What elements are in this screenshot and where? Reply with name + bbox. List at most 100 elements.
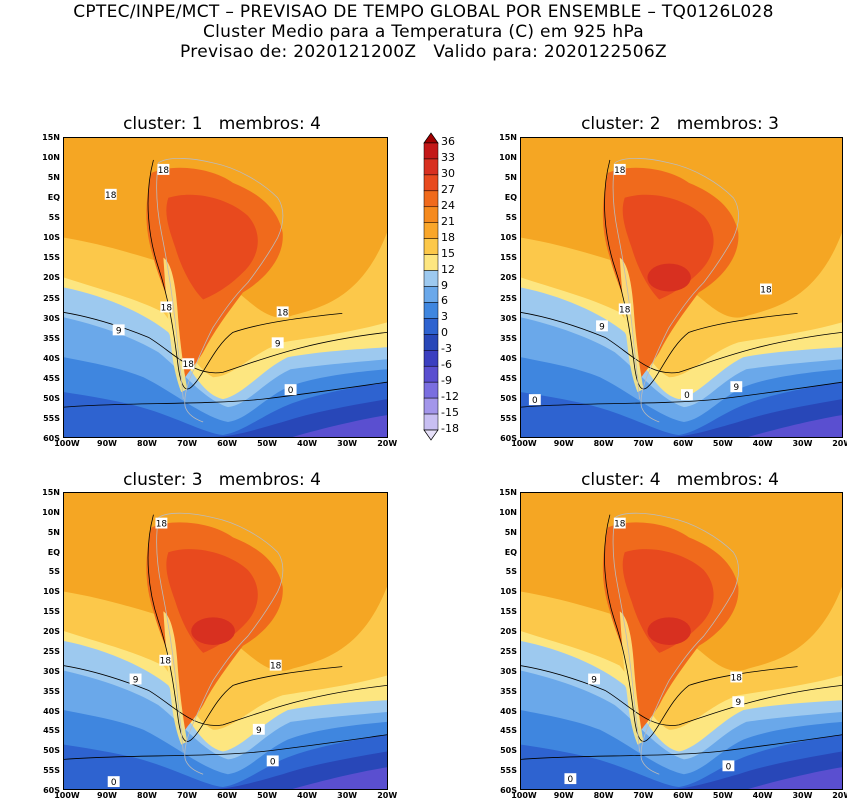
colorbar-segment [423, 350, 439, 367]
colorbar-level-label: 12 [441, 262, 455, 276]
lon-tick-label: 30W [792, 439, 813, 448]
temperature-field: 18 18 18 9 9 0 0 [521, 138, 842, 437]
contour-label-box [107, 776, 120, 788]
lat-tick-label: 40S [500, 353, 517, 363]
lat-tick-label: 15N [42, 133, 60, 142]
colorbar-level-label: 15 [441, 246, 455, 260]
temperature-field: 18 18 9 9 0 0 [521, 493, 842, 789]
band-purple [292, 767, 387, 789]
lat-tick-label: 45S [500, 726, 517, 736]
colorbar-segment [423, 318, 439, 335]
lon-tick-label: 70W [633, 439, 654, 448]
lat-tick-label: 10S [500, 587, 517, 597]
lat-tick-label: 25S [500, 646, 517, 656]
lon-tick-label: 90W [553, 791, 574, 800]
lat-tick-label: 60S [500, 786, 517, 795]
colorbar-bottom-arrow [423, 429, 439, 441]
colorbar-level-label: 6 [441, 294, 448, 308]
colorbar-level-label: 36 [441, 135, 455, 148]
lat-tick-label: 30S [500, 666, 517, 676]
contour-label-box [613, 163, 626, 175]
contour-label: 0 [111, 778, 117, 788]
coastline [158, 158, 284, 423]
contour-0 [64, 734, 387, 760]
contour-label-box [160, 301, 173, 313]
colorbar-level-label: -12 [441, 390, 459, 404]
lon-tick-label: 30W [337, 439, 358, 448]
lat-tick-label: 5N [47, 527, 60, 537]
lon-tick-label: 50W [712, 439, 733, 448]
continent-hot [622, 194, 714, 300]
lat-tick-label: 35S [500, 333, 517, 343]
lat-tick-label: 60S [43, 434, 60, 443]
contour-label: 18 [277, 308, 289, 318]
contour-label: 18 [731, 673, 743, 683]
lon-tick-label: 20W [377, 791, 398, 800]
lon-tick-label: 90W [97, 439, 117, 448]
colorbar-top-arrow [423, 132, 439, 144]
hot-spot [647, 263, 691, 292]
colorbar-level-label: -6 [441, 358, 452, 372]
lat-tick-label: EQ [47, 547, 60, 557]
contour-label: 18 [156, 520, 168, 530]
contour-label: 18 [614, 166, 626, 176]
contour-label: 0 [684, 391, 690, 401]
contour-label-box [104, 188, 117, 200]
colorbar-segment [423, 238, 439, 255]
contour-label-box [112, 324, 125, 336]
header-title-1: CPTEC/INPE/MCT – PREVISAO DE TEMPO GLOBA… [73, 2, 774, 22]
lat-tick-label: 50S [500, 393, 517, 403]
contour-label: 18 [614, 520, 626, 530]
contour-label-box [269, 659, 282, 671]
coastline-west [612, 162, 640, 400]
lon-tick-label: 100W [54, 439, 80, 448]
contour-label: 9 [733, 383, 739, 393]
lat-tick-label: 10S [43, 233, 60, 243]
lat-tick-label: 25S [500, 293, 517, 303]
lon-tick-label: 20W [832, 439, 847, 448]
coastline [158, 512, 284, 775]
lon-tick-label: 80W [593, 791, 614, 800]
coastline-west [156, 517, 184, 752]
lat-tick-label: 40S [43, 353, 60, 363]
contour-label: 9 [591, 675, 597, 685]
lat-tick-label: 10N [499, 507, 517, 517]
colorbar-segment [423, 222, 439, 239]
contour-label-box [564, 773, 577, 785]
lat-tick-label: 35S [500, 686, 517, 696]
colorbar-level-label: -18 [441, 422, 459, 435]
colorbar-segment [423, 413, 439, 431]
lat-tick-label: 5N [47, 173, 60, 183]
lat-tick-label: 5S [48, 567, 60, 577]
contour-label: 9 [116, 326, 122, 336]
contour-label-box [722, 760, 735, 772]
colorbar-segment [423, 206, 439, 223]
hot-spot [191, 617, 235, 645]
lon-tick-label: 70W [177, 791, 198, 800]
colorbar-segment [423, 381, 439, 399]
header-title-2: Cluster Medio para a Temperatura (C) em … [202, 22, 645, 42]
contour-label: 0 [270, 757, 276, 767]
colorbar-level-label: 24 [441, 198, 455, 212]
lon-tick-label: 60W [673, 791, 694, 800]
lon-tick-label: 50W [257, 791, 278, 800]
contour-label-box [730, 381, 743, 393]
colorbar-level-label: -15 [441, 406, 459, 420]
lon-tick-label: 90W [97, 791, 117, 800]
map-panel: 18 18 18 9 9 0 0 [520, 137, 843, 438]
lat-tick-label: 5S [48, 213, 60, 223]
lat-tick-label: 20S [500, 273, 517, 283]
colorbar-segment [423, 158, 439, 176]
contour-label-box [276, 306, 289, 318]
contour-label: 18 [270, 662, 282, 672]
contour-label: 0 [532, 396, 538, 406]
contour-label: 9 [133, 675, 139, 685]
coastline [614, 512, 739, 775]
lat-tick-label: 55S [500, 766, 517, 776]
contour-label: 18 [158, 166, 170, 176]
contour-label-box [129, 673, 142, 685]
lat-tick-label: 30S [43, 313, 60, 323]
contour-9 [521, 312, 842, 374]
contour-label: 9 [599, 322, 605, 332]
contour-label-box [271, 337, 284, 349]
